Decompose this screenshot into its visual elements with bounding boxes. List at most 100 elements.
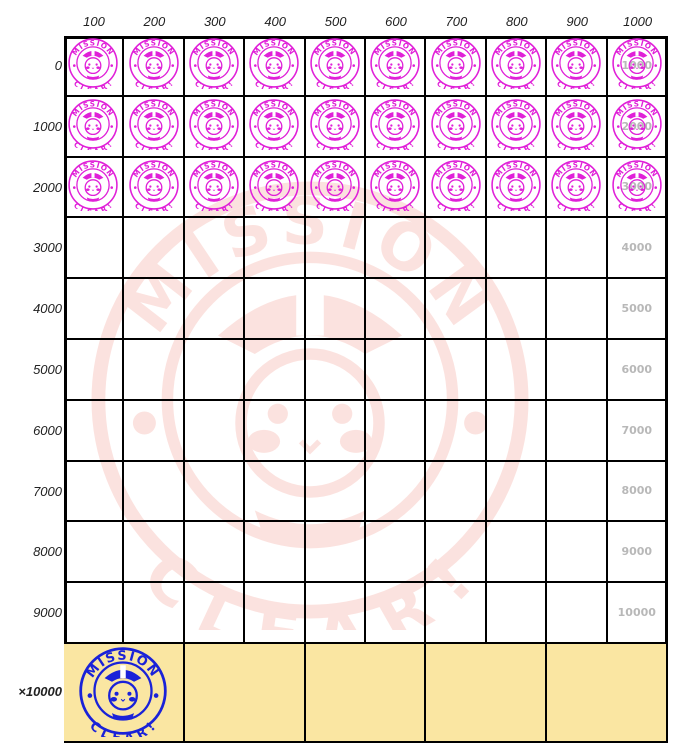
grid-cell[interactable]: 7000 <box>607 400 668 462</box>
grid-cell[interactable]: MISSION CLEAR! <box>486 36 548 97</box>
grid-cell[interactable] <box>184 583 246 644</box>
grid-cell[interactable] <box>124 340 185 401</box>
grid-cell[interactable] <box>305 400 366 462</box>
grid-cell[interactable] <box>426 279 487 340</box>
grid-cell[interactable]: 5000 <box>607 279 668 340</box>
grid-cell[interactable] <box>305 522 366 584</box>
grid-cell[interactable]: MISSION CLEAR! <box>245 36 306 97</box>
grid-cell[interactable]: 10000 <box>607 583 668 644</box>
grid-cell[interactable] <box>184 340 246 401</box>
grid-cell[interactable] <box>184 279 246 340</box>
grid-cell[interactable] <box>426 461 487 523</box>
grid-cell[interactable] <box>366 522 427 584</box>
grid-cell[interactable] <box>547 461 608 523</box>
grid-cell[interactable] <box>124 279 185 340</box>
grid-cell[interactable] <box>366 461 427 523</box>
grid-cell[interactable] <box>64 400 125 462</box>
grid-cell[interactable] <box>547 218 608 280</box>
grid-cell[interactable] <box>64 583 125 644</box>
grid-cell[interactable] <box>366 400 427 462</box>
grid-cell[interactable]: 2000 MISSION CLEAR! <box>607 96 668 158</box>
grid-cell[interactable]: 4000 <box>607 218 668 280</box>
grid-cell[interactable] <box>547 340 608 401</box>
grid-cell[interactable] <box>547 522 608 584</box>
bonus-cell[interactable] <box>184 644 306 743</box>
grid-cell[interactable] <box>245 461 306 523</box>
grid-cell[interactable] <box>547 583 608 644</box>
grid-cell[interactable] <box>184 400 246 462</box>
grid-cell[interactable] <box>547 279 608 340</box>
grid-cell[interactable] <box>64 461 125 523</box>
grid-cell[interactable]: MISSION CLEAR! <box>547 36 608 97</box>
grid-cell[interactable] <box>486 461 548 523</box>
bonus-cell[interactable] <box>305 644 427 743</box>
grid-cell[interactable] <box>245 583 306 644</box>
grid-cell[interactable]: MISSION CLEAR! <box>184 36 246 97</box>
grid-cell[interactable] <box>366 218 427 280</box>
grid-cell[interactable] <box>184 522 246 584</box>
grid-cell[interactable]: MISSION CLEAR! <box>426 36 487 97</box>
grid-cell[interactable] <box>426 400 487 462</box>
grid-cell[interactable] <box>124 522 185 584</box>
grid-cell[interactable]: MISSION CLEAR! <box>124 36 185 97</box>
grid-cell[interactable]: MISSION CLEAR! <box>124 96 185 158</box>
grid-cell[interactable] <box>124 218 185 280</box>
grid-cell[interactable]: MISSION CLEAR! <box>184 96 246 158</box>
grid-cell[interactable] <box>245 279 306 340</box>
grid-cell[interactable] <box>64 218 125 280</box>
bonus-cell[interactable] <box>547 644 668 743</box>
grid-cell[interactable] <box>124 461 185 523</box>
grid-cell[interactable] <box>366 340 427 401</box>
grid-cell[interactable]: MISSION CLEAR! <box>64 157 125 219</box>
grid-cell[interactable] <box>305 340 366 401</box>
grid-cell[interactable] <box>124 400 185 462</box>
grid-cell[interactable] <box>486 340 548 401</box>
grid-cell[interactable]: 3000 MISSION CLEAR! <box>607 157 668 219</box>
grid-cell[interactable] <box>184 461 246 523</box>
grid-cell[interactable]: 1000 MISSION CLEAR! <box>607 36 668 97</box>
grid-cell[interactable]: MISSION CLEAR! <box>426 157 487 219</box>
grid-cell[interactable]: MISSION CLEAR! <box>305 96 366 158</box>
grid-cell[interactable]: MISSION CLEAR! <box>184 157 246 219</box>
grid-cell[interactable]: MISSION CLEAR! <box>245 157 306 219</box>
grid-cell[interactable] <box>245 218 306 280</box>
grid-cell[interactable] <box>305 583 366 644</box>
grid-cell[interactable] <box>547 400 608 462</box>
grid-cell[interactable] <box>305 461 366 523</box>
grid-cell[interactable] <box>486 522 548 584</box>
grid-cell[interactable]: 8000 <box>607 461 668 523</box>
grid-cell[interactable]: MISSION CLEAR! <box>245 96 306 158</box>
grid-cell[interactable] <box>245 340 306 401</box>
grid-cell[interactable]: 9000 <box>607 522 668 584</box>
grid-cell[interactable]: MISSION CLEAR! <box>124 157 185 219</box>
grid-cell[interactable] <box>184 218 246 280</box>
grid-cell[interactable]: 6000 <box>607 340 668 401</box>
grid-cell[interactable]: MISSION CLEAR! <box>366 36 427 97</box>
grid-cell[interactable]: MISSION CLEAR! <box>547 96 608 158</box>
grid-cell[interactable] <box>305 279 366 340</box>
grid-cell[interactable] <box>486 400 548 462</box>
grid-cell[interactable] <box>366 279 427 340</box>
grid-cell[interactable]: MISSION CLEAR! <box>64 36 125 97</box>
grid-cell[interactable]: MISSION CLEAR! <box>366 157 427 219</box>
grid-cell[interactable] <box>426 583 487 644</box>
grid-cell[interactable] <box>305 218 366 280</box>
grid-cell[interactable]: MISSION CLEAR! <box>305 36 366 97</box>
bonus-cell[interactable]: MISSION CLEAR! <box>64 644 185 746</box>
grid-cell[interactable] <box>64 522 125 584</box>
grid-cell[interactable] <box>64 279 125 340</box>
grid-cell[interactable]: MISSION CLEAR! <box>547 157 608 219</box>
grid-cell[interactable] <box>486 218 548 280</box>
grid-cell[interactable]: MISSION CLEAR! <box>366 96 427 158</box>
grid-cell[interactable] <box>245 400 306 462</box>
grid-cell[interactable] <box>245 522 306 584</box>
grid-cell[interactable] <box>426 522 487 584</box>
grid-cell[interactable] <box>366 583 427 644</box>
grid-cell[interactable]: MISSION CLEAR! <box>64 96 125 158</box>
grid-cell[interactable]: MISSION CLEAR! <box>486 157 548 219</box>
grid-cell[interactable] <box>426 340 487 401</box>
grid-cell[interactable]: MISSION CLEAR! <box>305 157 366 219</box>
grid-cell[interactable]: MISSION CLEAR! <box>486 96 548 158</box>
grid-cell[interactable]: MISSION CLEAR! <box>426 96 487 158</box>
grid-cell[interactable] <box>486 279 548 340</box>
